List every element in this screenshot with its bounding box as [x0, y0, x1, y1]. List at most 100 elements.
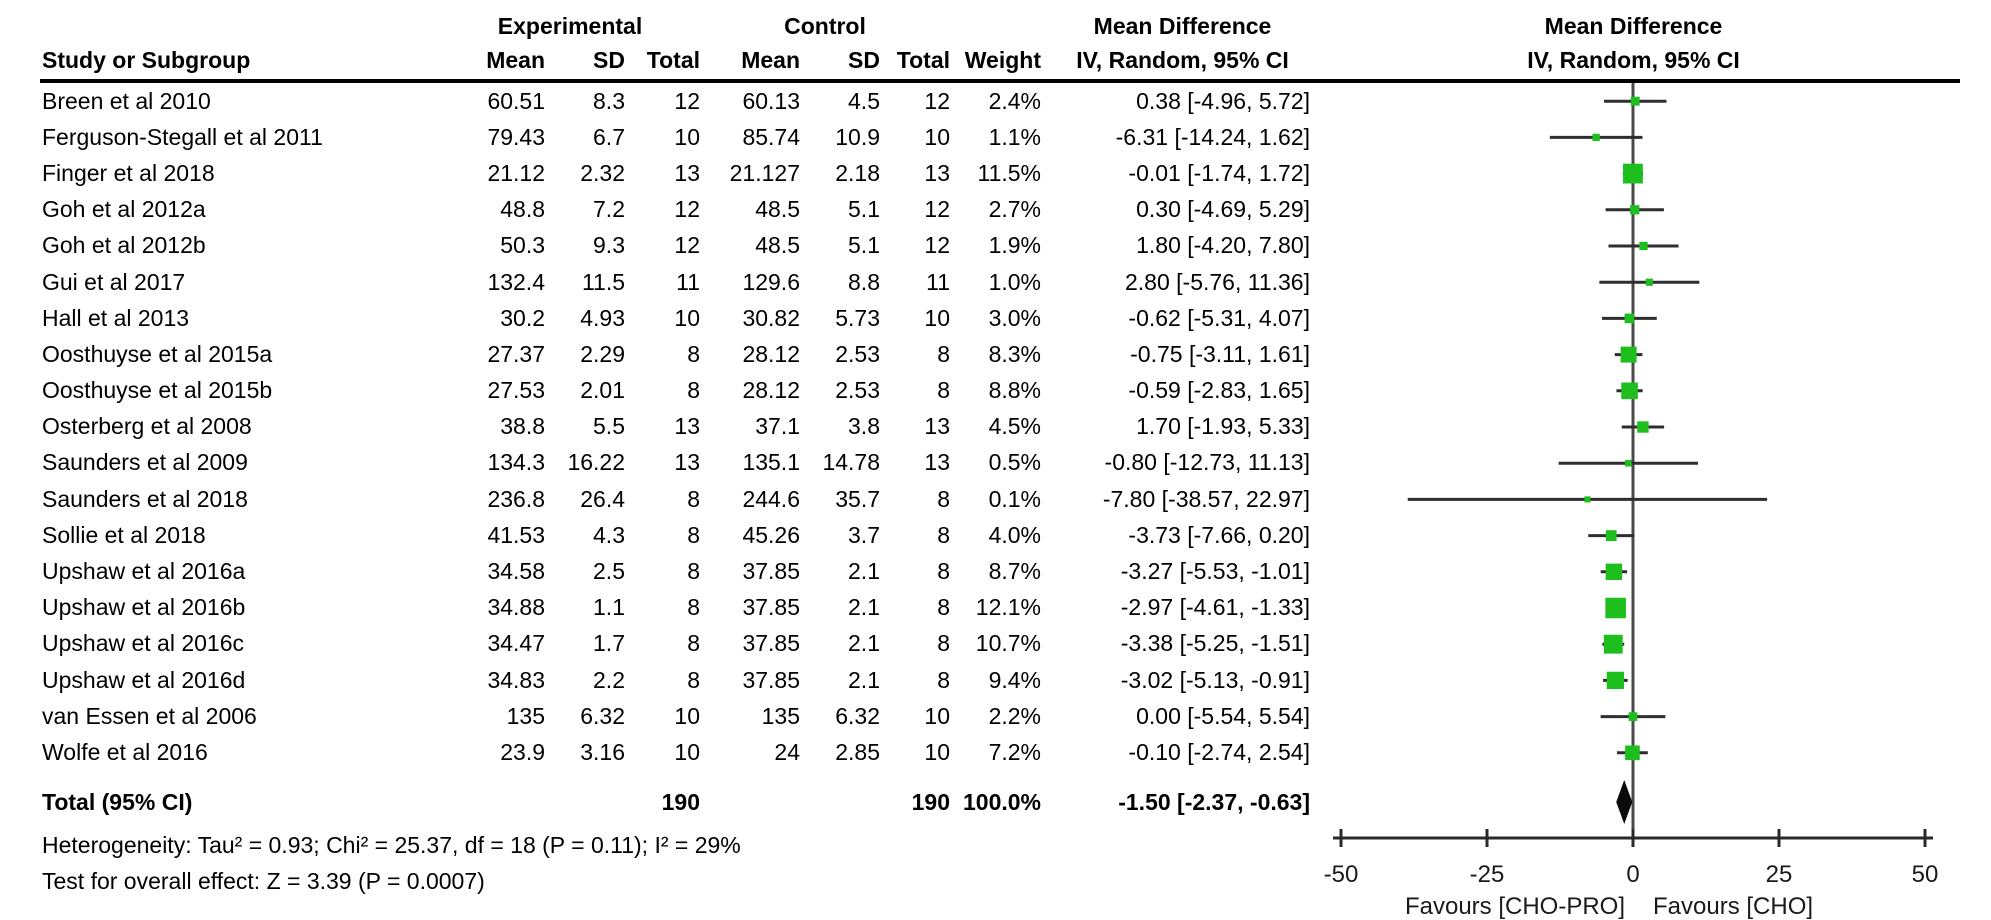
exp-sd: 3.16 — [580, 738, 625, 765]
exp-total: 8 — [687, 594, 700, 621]
exp-mean: 38.8 — [500, 413, 545, 440]
study-row: Finger et al 2018 21.12 2.32 13 21.127 2.18 13… — [0, 155, 1991, 191]
study-label: Finger et al 2018 — [42, 159, 215, 186]
ctrl-total: 8 — [937, 630, 950, 657]
study-row: Gui et al 2017 132.4 11.5 11 129.6 8.8 11 1.0% 2… — [0, 264, 1991, 300]
exp-mean: 60.51 — [487, 87, 545, 114]
exp-sd: 26.4 — [580, 485, 625, 512]
md-ci-text: 2.80 [-5.76, 11.36] — [1125, 268, 1310, 295]
header-mean-difference-values: Mean Difference — [1093, 12, 1272, 39]
header-exp-mean: Mean — [486, 46, 545, 73]
header-weight: Weight — [964, 46, 1041, 73]
header-rule — [40, 79, 1960, 83]
study-label: Upshaw et al 2016a — [42, 558, 246, 585]
study-label: Goh et al 2012b — [42, 232, 206, 259]
ctrl-sd: 2.1 — [848, 558, 880, 585]
md-ci-text: -0.01 [-1.74, 1.72] — [1128, 159, 1310, 186]
x-axis-tick-label: 50 — [1912, 861, 1939, 888]
study-row: Osterberg et al 2008 38.8 5.5 13 37.1 3.8 13 4.… — [0, 409, 1991, 445]
ctrl-sd: 3.8 — [848, 413, 880, 440]
ctrl-mean: 129.6 — [742, 268, 800, 295]
exp-sd: 2.29 — [580, 340, 625, 367]
exp-total: 8 — [687, 630, 700, 657]
ctrl-mean: 85.74 — [742, 123, 800, 150]
exp-total: 12 — [674, 196, 700, 223]
exp-total: 12 — [674, 87, 700, 114]
ctrl-mean: 37.85 — [742, 666, 800, 693]
exp-total: 10 — [674, 702, 700, 729]
exp-total: 8 — [687, 340, 700, 367]
exp-total: 10 — [674, 304, 700, 331]
header-mean-difference-plot: Mean Difference — [1544, 12, 1723, 39]
study-label: Saunders et al 2018 — [42, 485, 248, 512]
study-row: Oosthuyse et al 2015b 27.53 2.01 8 28.12 2.53… — [0, 373, 1991, 409]
weight: 2.7% — [988, 196, 1041, 223]
weight: 8.8% — [988, 377, 1041, 404]
header-ctrl-mean: Mean — [741, 46, 800, 73]
md-ci-text: 0.00 [-5.54, 5.54] — [1136, 702, 1310, 729]
exp-total: 13 — [674, 413, 700, 440]
exp-mean: 79.43 — [487, 123, 545, 150]
exp-total: 8 — [687, 558, 700, 585]
overall-effect-test: Test for overall effect: Z = 3.39 (P = 0… — [42, 868, 485, 894]
ctrl-sd: 5.73 — [835, 304, 880, 331]
exp-sd: 2.2 — [593, 666, 625, 693]
ctrl-sd: 35.7 — [835, 485, 880, 512]
x-axis-tick-label: -50 — [1324, 861, 1359, 888]
exp-sd: 1.7 — [593, 630, 625, 657]
ctrl-total: 13 — [924, 449, 950, 476]
exp-mean: 27.37 — [487, 340, 545, 367]
weight: 2.2% — [988, 702, 1041, 729]
ctrl-total: 8 — [937, 558, 950, 585]
exp-total: 8 — [687, 666, 700, 693]
exp-mean: 135 — [506, 702, 545, 729]
study-label: Hall et al 2013 — [42, 304, 190, 331]
study-row: Goh et al 2012a 48.8 7.2 12 48.5 5.1 12 2.7% 0.3… — [0, 192, 1991, 228]
exp-mean: 48.8 — [500, 196, 545, 223]
md-ci-text: -0.62 [-5.31, 4.07] — [1128, 304, 1310, 331]
md-ci-text: -3.27 [-5.53, -1.01] — [1120, 558, 1310, 585]
weight: 1.1% — [988, 123, 1041, 150]
md-ci-text: 1.70 [-1.93, 5.33] — [1136, 413, 1310, 440]
study-label: Upshaw et al 2016c — [42, 630, 245, 657]
ctrl-mean: 135 — [761, 702, 800, 729]
md-ci-text: -0.59 [-2.83, 1.65] — [1128, 377, 1310, 404]
total-label: Total (95% CI) — [42, 788, 193, 815]
md-ci-text: -3.73 [-7.66, 0.20] — [1128, 521, 1310, 548]
study-label: Sollie et al 2018 — [42, 521, 206, 548]
header-method-values: IV, Random, 95% CI — [1076, 46, 1289, 73]
weight: 4.0% — [988, 521, 1041, 548]
study-rows: Breen et al 2010 60.51 8.3 12 60.13 4.5 12 2.4%… — [0, 83, 1991, 771]
study-label: Osterberg et al 2008 — [42, 413, 252, 440]
exp-mean: 34.83 — [487, 666, 545, 693]
ctrl-total: 13 — [924, 159, 950, 186]
weight: 4.5% — [988, 413, 1041, 440]
ctrl-sd: 2.1 — [848, 666, 880, 693]
x-axis-tick-label: 25 — [1766, 861, 1793, 888]
ctrl-sd: 2.1 — [848, 630, 880, 657]
weight: 7.2% — [988, 738, 1041, 765]
exp-sd: 7.2 — [593, 196, 625, 223]
exp-sd: 2.01 — [580, 377, 625, 404]
ctrl-total: 12 — [924, 196, 950, 223]
study-label: Upshaw et al 2016d — [42, 666, 246, 693]
md-ci-text: -0.75 [-3.11, 1.61] — [1130, 340, 1310, 367]
weight: 9.4% — [988, 666, 1041, 693]
exp-mean: 30.2 — [500, 304, 545, 331]
study-row: Wolfe et al 2016 23.9 3.16 10 24 2.85 10 7.2% -0… — [0, 734, 1991, 770]
weight: 1.0% — [988, 268, 1041, 295]
exp-sd: 9.3 — [593, 232, 625, 259]
md-ci-text: -6.31 [-14.24, 1.62] — [1115, 123, 1310, 150]
ctrl-mean: 37.1 — [755, 413, 800, 440]
ctrl-mean: 37.85 — [742, 594, 800, 621]
ctrl-sd: 10.9 — [835, 123, 880, 150]
ctrl-sd: 5.1 — [848, 196, 880, 223]
ctrl-sd: 4.5 — [848, 87, 880, 114]
header-exp-total: Total — [646, 46, 700, 73]
study-row: Saunders et al 2018 236.8 26.4 8 244.6 35.7 8 0… — [0, 481, 1991, 517]
ctrl-total: 8 — [937, 340, 950, 367]
ctrl-mean: 60.13 — [742, 87, 800, 114]
ctrl-mean: 30.82 — [742, 304, 800, 331]
study-label: Gui et al 2017 — [42, 268, 186, 295]
